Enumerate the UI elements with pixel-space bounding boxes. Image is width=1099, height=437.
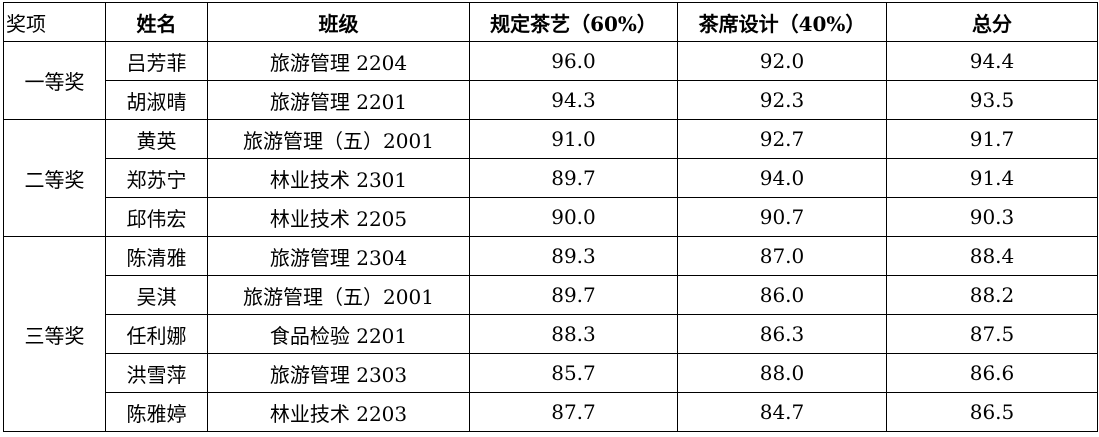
score-cell: 92.7 [677, 119, 887, 159]
class-cell: 旅游管理 2201 [207, 80, 470, 120]
total-cell: 90.3 [886, 197, 1098, 237]
name-cell: 吕芳菲 [105, 41, 208, 81]
total-cell: 91.7 [886, 119, 1098, 159]
score-cell: 88.3 [469, 314, 678, 354]
class-cell: 旅游管理 2303 [207, 353, 470, 393]
score-cell: 86.3 [677, 314, 887, 354]
score-cell: 92.3 [677, 80, 887, 120]
total-cell: 94.4 [886, 41, 1098, 81]
total-cell: 87.5 [886, 314, 1098, 354]
award-table: 奖项 姓名 班级 规定茶艺（60%） 茶席设计（40%） 总分 一等奖 吕芳菲 旅游管理 22… [3, 2, 1098, 432]
name-cell: 黄英 [105, 119, 208, 159]
table-row: 吴淇 旅游管理（五）2001 89.7 86.0 88.2 [4, 275, 1098, 315]
total-cell: 91.4 [886, 158, 1098, 198]
total-cell: 93.5 [886, 80, 1098, 120]
name-cell: 陈清雅 [105, 236, 208, 276]
total-cell: 86.5 [886, 392, 1098, 432]
total-cell: 88.4 [886, 236, 1098, 276]
score-cell: 94.0 [677, 158, 887, 198]
table-row: 邱伟宏 林业技术 2205 90.0 90.7 90.3 [4, 197, 1098, 237]
score-cell: 89.7 [469, 158, 678, 198]
header-cell: 总分 [886, 2, 1098, 42]
award-cell: 二等奖 [3, 119, 106, 237]
score-cell: 90.7 [677, 197, 887, 237]
award-cell: 一等奖 [3, 41, 106, 120]
name-cell: 吴淇 [105, 275, 208, 315]
name-cell: 胡淑晴 [105, 80, 208, 120]
score-cell: 86.0 [677, 275, 887, 315]
class-cell: 旅游管理（五）2001 [207, 275, 470, 315]
table-row: 二等奖 黄英 旅游管理（五）2001 91.0 92.7 91.7 [3, 119, 1098, 237]
score-cell: 88.0 [677, 353, 887, 393]
name-cell: 洪雪萍 [105, 353, 208, 393]
score-cell: 87.7 [469, 392, 678, 432]
score-cell: 89.3 [469, 236, 678, 276]
name-cell: 陈雅婷 [105, 392, 208, 432]
score-cell: 89.7 [469, 275, 678, 315]
score-cell: 92.0 [677, 41, 887, 81]
header-cell: 姓名 [105, 2, 208, 42]
header-cell: 班级 [207, 2, 470, 42]
name-cell: 邱伟宏 [105, 197, 208, 237]
total-cell: 88.2 [886, 275, 1098, 315]
score-cell: 96.0 [469, 41, 678, 81]
score-cell: 94.3 [469, 80, 678, 120]
table-row: 洪雪萍 旅游管理 2303 85.7 88.0 86.6 [4, 353, 1098, 393]
name-cell: 郑苏宁 [105, 158, 208, 198]
header-cell: 茶席设计（40%） [677, 2, 887, 42]
class-cell: 旅游管理 2304 [207, 236, 470, 276]
class-cell: 食品检验 2201 [207, 314, 470, 354]
table-row: 胡淑晴 旅游管理 2201 94.3 92.3 93.5 [4, 80, 1098, 120]
table-row: 三等奖 陈清雅 旅游管理 2304 89.3 87.0 88.4 [3, 236, 1098, 432]
class-cell: 旅游管理（五）2001 [207, 119, 470, 159]
header-cell: 奖项 [3, 2, 106, 42]
class-cell: 林业技术 2301 [207, 158, 470, 198]
total-cell: 86.6 [886, 353, 1098, 393]
class-cell: 旅游管理 2204 [207, 41, 470, 81]
table-body: 一等奖 吕芳菲 旅游管理 2204 96.0 92.0 94.4 胡淑晴 旅游管理 2201 9… [3, 41, 1098, 432]
score-cell: 85.7 [469, 353, 678, 393]
table-row: 郑苏宁 林业技术 2301 89.7 94.0 91.4 [4, 158, 1098, 198]
class-cell: 林业技术 2203 [207, 392, 470, 432]
score-cell: 90.0 [469, 197, 678, 237]
award-cell: 三等奖 [3, 236, 106, 432]
header-cell: 规定茶艺（60%） [469, 2, 678, 42]
table-row: 任利娜 食品检验 2201 88.3 86.3 87.5 [4, 314, 1098, 354]
table-row: 陈雅婷 林业技术 2203 87.7 84.7 86.5 [4, 392, 1098, 432]
score-cell: 91.0 [469, 119, 678, 159]
header-row: 奖项 姓名 班级 规定茶艺（60%） 茶席设计（40%） 总分 [3, 2, 1098, 42]
score-cell: 84.7 [677, 392, 887, 432]
class-cell: 林业技术 2205 [207, 197, 470, 237]
name-cell: 任利娜 [105, 314, 208, 354]
score-cell: 87.0 [677, 236, 887, 276]
table-row: 一等奖 吕芳菲 旅游管理 2204 96.0 92.0 94.4 [3, 41, 1098, 120]
